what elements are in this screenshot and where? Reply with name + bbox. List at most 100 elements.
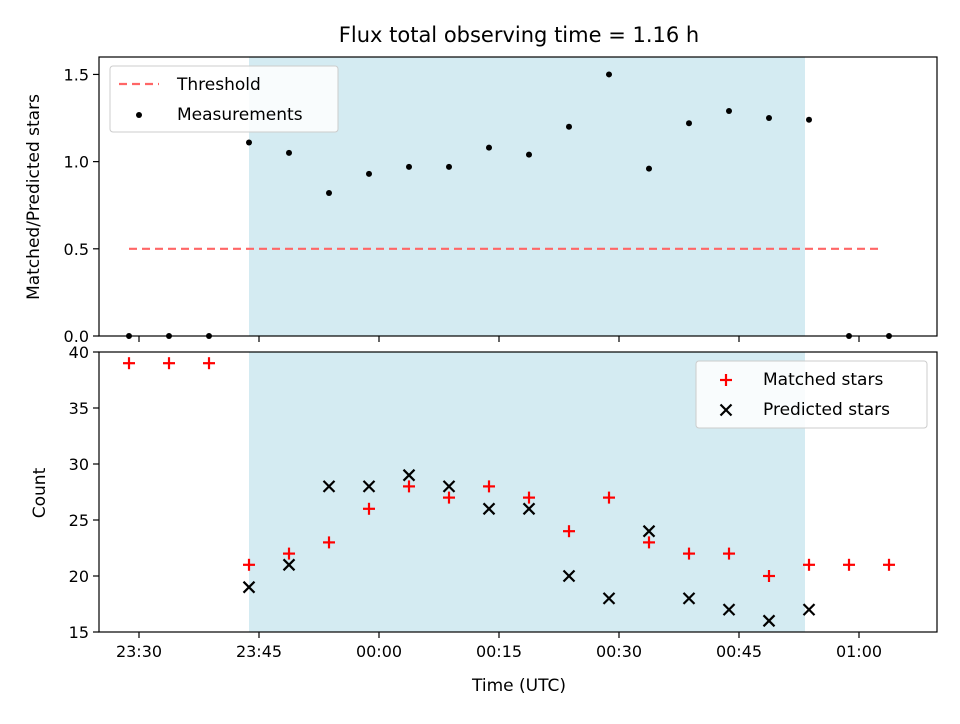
matched-point — [683, 547, 695, 560]
plot-frame — [98, 56, 938, 337]
legend: Threshold Measurements — [109, 65, 339, 133]
predicted-point — [642, 524, 656, 538]
predicted-mark-b — [602, 592, 616, 605]
measurement-point — [686, 120, 692, 127]
matched-point — [763, 570, 775, 582]
matched-point — [883, 558, 895, 571]
observing-region-shade — [249, 57, 805, 336]
predicted-point — [522, 502, 536, 516]
predicted-point — [762, 614, 776, 628]
matched-point — [363, 502, 375, 515]
legend-label: Measurements — [177, 105, 303, 125]
predicted-mark-b — [482, 502, 496, 516]
x-tick-label: 01:00 — [836, 642, 882, 661]
measurement-point — [366, 170, 372, 177]
measurement-point — [566, 123, 572, 130]
predicted-mark-b — [242, 580, 256, 594]
bottom-panel: 15 20 25 30 35 40 23:30 23:45 00:00 00:15 00:30 00:… — [69, 343, 938, 661]
predicted-mark-b — [522, 502, 536, 516]
predicted-mark-b — [722, 603, 736, 616]
top-panel: 0.0 0.5 1.0 1.5 Threshold Measurements — [64, 56, 938, 346]
predicted-mark-b — [322, 480, 336, 493]
measurement-point — [526, 151, 532, 158]
x-tick-label: 00:15 — [476, 642, 522, 661]
legend-predicted-swatch-b — [719, 403, 733, 417]
legend-label: Matched stars — [763, 370, 883, 390]
top-y-axis-label: Matched/Predicted stars — [24, 94, 44, 300]
matched-point — [843, 558, 855, 571]
series-measurements — [126, 71, 892, 339]
y-tick-label: 25 — [69, 511, 89, 530]
predicted-point — [562, 569, 576, 583]
matched-point — [483, 480, 495, 493]
predicted-point — [802, 603, 816, 616]
predicted-mark-b — [802, 603, 816, 616]
y-tick-label: 15 — [69, 623, 89, 642]
predicted-mark-b — [642, 524, 656, 538]
measurement-point — [486, 144, 492, 151]
y-tick-label: 1.0 — [64, 153, 89, 172]
predicted-point — [362, 480, 376, 493]
predicted-mark-b — [562, 569, 576, 583]
matched-point — [203, 357, 215, 370]
predicted-mark-b — [362, 480, 376, 493]
matched-point — [403, 480, 415, 493]
predicted-point — [602, 592, 616, 605]
matched-point — [163, 357, 175, 370]
series-predicted-stars — [242, 468, 816, 628]
measurement-point — [246, 139, 252, 146]
y-tick-label: 30 — [69, 455, 89, 474]
predicted-mark-b — [682, 592, 696, 605]
matched-point — [723, 547, 735, 560]
predicted-point — [682, 592, 696, 605]
predicted-point — [282, 558, 296, 572]
y-tick-label: 0.5 — [64, 240, 89, 259]
predicted-point — [322, 480, 336, 493]
matched-point — [523, 491, 535, 504]
matched-point — [443, 491, 455, 504]
matched-point — [803, 558, 815, 571]
matched-point — [123, 357, 135, 370]
measurement-point — [326, 190, 332, 197]
chart-title: Flux total observing time = 1.16 h — [339, 23, 699, 47]
predicted-point — [722, 603, 736, 616]
matched-point — [643, 536, 655, 549]
legend-label: Predicted stars — [763, 400, 890, 420]
y-tick-label: 0.0 — [64, 327, 89, 346]
plot-frame — [98, 351, 938, 633]
predicted-point — [442, 480, 456, 493]
matched-point — [323, 536, 335, 549]
legend-box — [695, 360, 928, 429]
y-tick-label: 20 — [69, 567, 89, 586]
matched-point — [283, 547, 295, 560]
predicted-mark-b — [442, 480, 456, 493]
x-tick-label: 00:30 — [596, 642, 642, 661]
predicted-mark-b — [762, 614, 776, 628]
series-matched-stars — [123, 357, 895, 582]
measurement-point — [766, 115, 772, 122]
legend-label: Threshold — [176, 75, 261, 95]
predicted-point — [242, 580, 256, 594]
y-tick-label: 35 — [69, 399, 89, 418]
measurement-point — [446, 163, 452, 170]
y-tick-label: 1.5 — [64, 65, 89, 84]
predicted-point — [482, 502, 496, 516]
x-tick-label: 23:30 — [116, 642, 162, 661]
measurement-point — [606, 71, 612, 78]
matched-point — [563, 525, 575, 538]
legend-measurement-swatch — [136, 112, 142, 118]
bottom-y-axis-label: Count — [30, 467, 50, 518]
x-tick-label: 00:00 — [356, 642, 402, 661]
measurement-point — [646, 165, 652, 172]
measurement-point — [806, 116, 812, 123]
predicted-point — [402, 468, 416, 482]
measurement-point — [286, 149, 292, 156]
legend-box — [109, 65, 339, 133]
measurement-point — [726, 108, 732, 115]
predicted-mark-b — [402, 468, 416, 482]
predicted-mark-b — [282, 558, 296, 572]
x-tick-label: 23:45 — [236, 642, 282, 661]
x-axis-label: Time (UTC) — [471, 676, 566, 696]
legend: Matched stars Predicted stars — [695, 360, 928, 429]
